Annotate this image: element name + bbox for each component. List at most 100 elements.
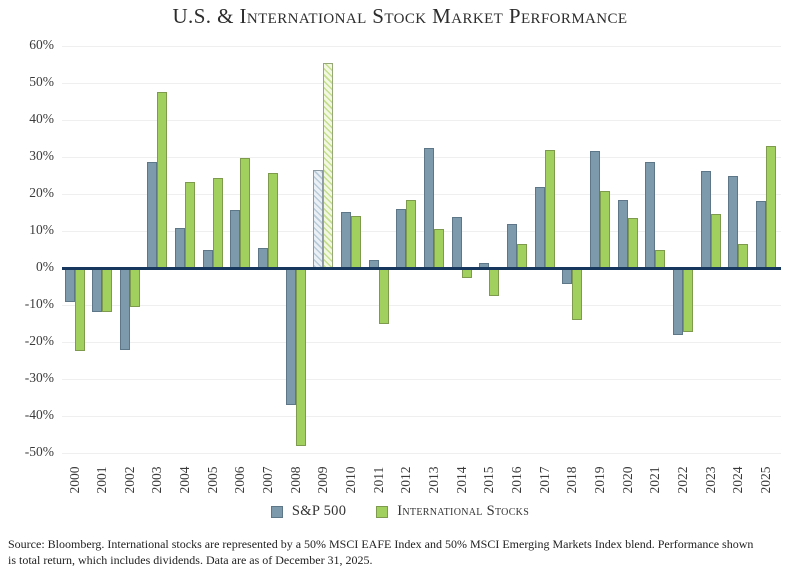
- x-tick-label-2005: 2005: [204, 466, 220, 494]
- gridline-20: [62, 193, 781, 195]
- gridline-40: [62, 119, 781, 121]
- y-tick-label-20: 20%: [29, 185, 54, 200]
- bar-international-2001: [102, 268, 113, 313]
- bar-international-2004: [185, 181, 196, 268]
- bar-international-2014: [461, 268, 472, 279]
- y-tick-label--30: -30%: [24, 370, 54, 385]
- gridline--30: [62, 378, 781, 380]
- legend-item-sp500: S&P 500: [270, 503, 347, 520]
- international-legend-swatch: [376, 505, 389, 518]
- bar-international-2003: [157, 92, 168, 268]
- x-tick-label-2018: 2018: [564, 466, 580, 494]
- bar-sp500-2005: [202, 249, 213, 268]
- source-footnote: Source: Bloomberg. International stocks …: [8, 537, 796, 568]
- x-tick-label-2001: 2001: [94, 466, 110, 494]
- y-tick-label--20: -20%: [24, 333, 54, 348]
- source-footnote-line1: Source: Bloomberg. International stocks …: [8, 537, 754, 551]
- bar-international-2019: [599, 191, 610, 268]
- gridline-10: [62, 230, 781, 232]
- x-tick-label-2011: 2011: [370, 466, 386, 494]
- x-tick-label-2004: 2004: [177, 466, 193, 494]
- gridline-50: [62, 82, 781, 84]
- bar-sp500-2022: [672, 268, 683, 335]
- bar-sp500-2010: [341, 212, 352, 268]
- x-tick-label-2019: 2019: [591, 466, 607, 494]
- bar-sp500-2007: [258, 247, 269, 268]
- x-tick-label-2017: 2017: [536, 466, 552, 494]
- bar-international-2016: [516, 243, 527, 268]
- bar-sp500-2018: [562, 268, 573, 285]
- bar-international-2023: [710, 213, 721, 268]
- bar-sp500-2001: [92, 268, 103, 313]
- bar-sp500-2020: [617, 199, 628, 268]
- bar-sp500-2012: [396, 208, 407, 268]
- bar-international-2017: [544, 149, 555, 268]
- y-tick-label-60: 60%: [29, 37, 54, 52]
- bar-sp500-2004: [175, 227, 186, 268]
- bar-international-2006: [240, 157, 251, 268]
- bar-sp500-2025: [755, 201, 766, 268]
- bar-international-2000: [74, 268, 85, 351]
- bar-sp500-2017: [534, 187, 545, 268]
- gridline-30: [62, 156, 781, 158]
- bar-international-2010: [351, 216, 362, 268]
- bar-international-2018: [572, 268, 583, 320]
- y-tick-label--40: -40%: [24, 407, 54, 422]
- bar-international-2024: [738, 244, 749, 268]
- x-tick-label-2020: 2020: [619, 466, 635, 494]
- bar-international-2002: [129, 268, 140, 307]
- x-tick-label-2021: 2021: [647, 466, 663, 494]
- x-tick-label-2000: 2000: [66, 466, 82, 494]
- x-tick-label-2003: 2003: [149, 466, 165, 494]
- bar-sp500-2002: [119, 268, 130, 350]
- bar-sp500-2003: [147, 161, 158, 268]
- bar-sp500-2006: [230, 209, 241, 268]
- bar-international-2011: [378, 268, 389, 324]
- x-tick-label-2013: 2013: [426, 466, 441, 494]
- bar-sp500-2008: [285, 268, 296, 405]
- x-tick-label-2012: 2012: [398, 466, 414, 494]
- bar-sp500-2019: [589, 151, 600, 268]
- y-tick-label--50: -50%: [24, 444, 54, 459]
- zero-axis-line: [62, 267, 781, 270]
- bar-international-2025: [765, 145, 776, 268]
- gridline--50: [62, 452, 781, 454]
- plot-area: [62, 45, 781, 454]
- x-tick-label-2008: 2008: [287, 466, 303, 494]
- legend-item-international: International Stocks: [376, 503, 529, 520]
- bar-sp500-2023: [700, 170, 711, 268]
- legend: S&P 500 International Stocks: [0, 503, 800, 520]
- bar-international-2007: [268, 172, 279, 268]
- x-tick-label-2015: 2015: [481, 466, 497, 494]
- x-tick-label-2025: 2025: [757, 466, 773, 494]
- bar-international-2015: [489, 268, 500, 296]
- x-tick-label-2024: 2024: [730, 466, 746, 494]
- bar-international-2013: [434, 228, 444, 268]
- source-footnote-line2: is total return, which includes dividend…: [8, 552, 373, 567]
- bar-international-2012: [406, 199, 417, 268]
- bar-international-2009: [323, 62, 334, 268]
- bar-sp500-2009: [313, 169, 324, 268]
- bar-sp500-2013: [424, 148, 434, 268]
- y-tick-label-10: 10%: [29, 222, 54, 237]
- gridline--40: [62, 415, 781, 417]
- bar-sp500-2000: [64, 268, 75, 302]
- y-tick-label--10: -10%: [24, 296, 54, 311]
- gridline--10: [62, 304, 781, 306]
- chart-title: U.S. & International Stock Market Perfor…: [172, 4, 628, 28]
- y-tick-label-40: 40%: [29, 111, 54, 126]
- bar-sp500-2024: [728, 175, 739, 268]
- x-tick-label-2007: 2007: [260, 466, 276, 494]
- bar-sp500-2016: [506, 223, 517, 268]
- gridline-60: [62, 45, 781, 47]
- international-legend-label: International Stocks: [397, 503, 530, 519]
- y-tick-label-50: 50%: [29, 74, 54, 89]
- bar-sp500-2021: [645, 161, 656, 268]
- bar-international-2005: [212, 178, 223, 268]
- x-tick-label-2010: 2010: [343, 466, 359, 494]
- bar-sp500-2014: [451, 217, 462, 268]
- x-tick-label-2009: 2009: [315, 466, 331, 494]
- bar-international-2020: [627, 218, 638, 268]
- sp500-legend-label: S&P 500: [291, 503, 347, 519]
